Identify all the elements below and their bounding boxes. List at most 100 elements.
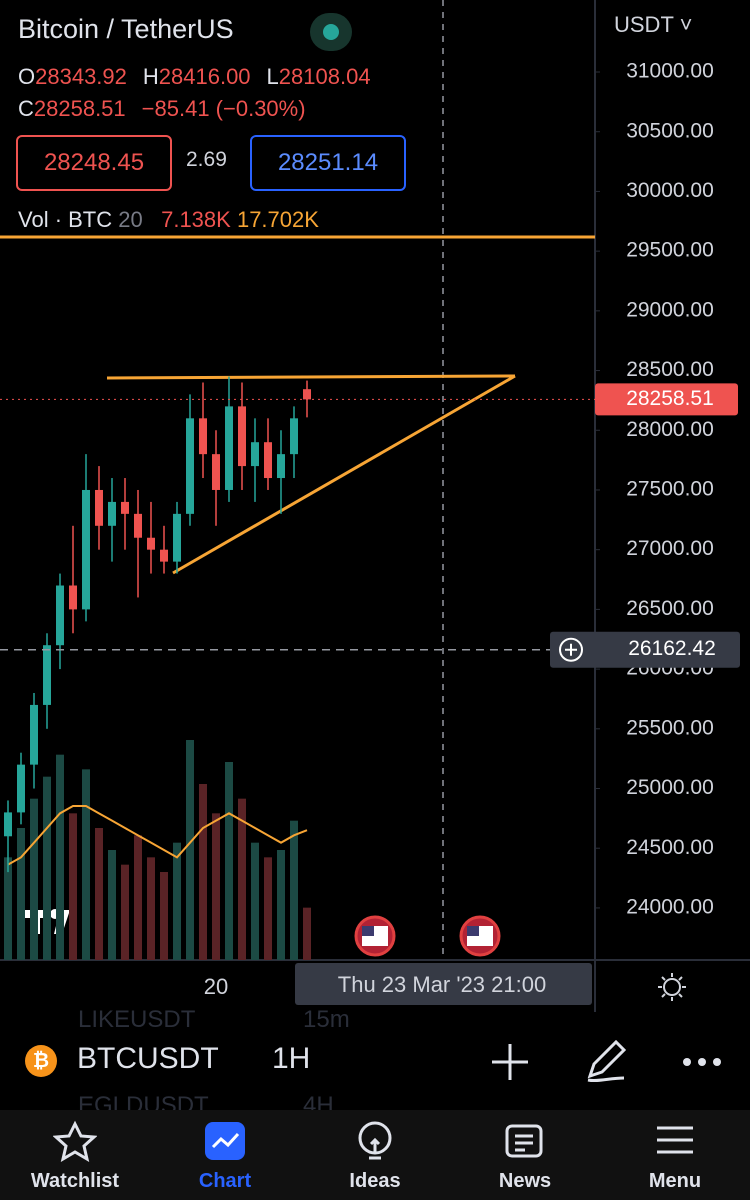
candle-body <box>186 418 194 514</box>
crosshair-plus-icon <box>565 643 577 656</box>
volume-bar <box>4 857 12 960</box>
volume-bar <box>264 857 272 960</box>
nav-label: News <box>498 1170 552 1192</box>
candle-body <box>160 549 168 562</box>
crosshair-time: Thu 23 Mar '23 21:00 <box>338 972 546 997</box>
symbol[interactable]: BTCUSDT <box>77 1042 219 1075</box>
nav-icon <box>53 1120 97 1162</box>
y-tick-label: 30000.00 <box>626 179 714 202</box>
settings-icon[interactable] <box>658 973 686 1001</box>
y-tick-label: 25500.00 <box>626 716 714 739</box>
last-price-box <box>595 383 738 416</box>
interval[interactable]: 1H <box>272 1042 311 1075</box>
nav-icon <box>505 1124 543 1158</box>
volume-bar <box>121 864 129 960</box>
volume-bar <box>160 872 168 960</box>
volume-label: Vol · BTC <box>18 207 113 232</box>
symbol-bar: LIKEUSDT 15m EGLDUSDT 4H ₿ BTCUSDT 1H <box>0 1006 750 1119</box>
market-status[interactable] <box>310 13 352 51</box>
volume-legend: Vol · BTC 20 7.138K 17.702K <box>18 207 319 233</box>
volume-bar <box>30 798 38 960</box>
volume-bar <box>212 813 220 960</box>
candle-body <box>108 501 116 526</box>
candle-body <box>121 501 129 514</box>
crosshair-time-box <box>295 963 592 1005</box>
volume-ma-line <box>7 805 308 866</box>
change: −85.41 (−0.30%) <box>141 96 306 121</box>
candle-body <box>30 704 38 765</box>
more-icon[interactable] <box>683 1058 721 1066</box>
toolbar-icons <box>492 1040 721 1083</box>
ohlc-value: 28343.92 <box>35 64 127 89</box>
nav-icon <box>657 1126 693 1154</box>
nav-item[interactable]: Menu <box>600 1120 750 1193</box>
draw-icon[interactable] <box>587 1040 627 1083</box>
y-tick-label: 25000.00 <box>626 776 714 799</box>
ohlc-legend: O28343.92 H28416.00 L28108.04 C28258.51 −85.… <box>18 61 488 125</box>
volume-value: 7.138K <box>161 207 231 232</box>
y-tick-label: 28500.00 <box>626 358 714 381</box>
candle-body <box>56 585 64 646</box>
coin-icon: ₿ <box>25 1045 57 1077</box>
chart: Thu 23 Mar '23 21:00 31000.00 30500.00 300… <box>0 0 750 1012</box>
flag-icon[interactable] <box>459 915 501 957</box>
nav-item[interactable]: News <box>450 1120 600 1193</box>
volume-bar <box>225 762 233 960</box>
volume-bar <box>17 828 25 960</box>
candle-body <box>251 442 259 467</box>
candle-body <box>173 513 181 562</box>
symbol-title: Bitcoin / TetherUS <box>18 14 234 44</box>
nav-icon <box>205 1122 245 1160</box>
last-price-label: 28258.51 <box>626 387 714 410</box>
buy-button[interactable]: 28251.14 <box>250 135 406 191</box>
candle-body <box>82 489 90 610</box>
currency: USDT <box>614 12 674 37</box>
candle-body <box>134 513 142 538</box>
nav-label: Menu <box>648 1170 702 1192</box>
triangle-top-line[interactable] <box>106 374 516 380</box>
candle-body <box>4 812 12 837</box>
ohlc-key: C <box>18 96 34 121</box>
candle-body <box>225 406 233 490</box>
crosshair-plus-icon[interactable] <box>559 637 583 662</box>
currency-selector[interactable]: USDT ˅ <box>614 12 693 37</box>
ohlc-value: 28258.51 <box>33 96 126 121</box>
candle-body <box>238 406 246 467</box>
volume-bar <box>199 784 207 960</box>
volume-bar <box>95 828 103 960</box>
volume-bar <box>238 798 246 960</box>
flag-icon[interactable] <box>354 915 396 957</box>
y-tick-label: 27500.00 <box>626 478 714 501</box>
volume-bar <box>303 907 311 960</box>
y-tick-label: 24500.00 <box>626 836 714 859</box>
nav-icon <box>358 1121 392 1160</box>
volume-bar <box>290 820 298 960</box>
sell-button[interactable]: 28248.45 <box>16 135 172 191</box>
ohlc-key: O <box>18 64 36 89</box>
y-tick-label: 29000.00 <box>626 298 714 321</box>
y-tick-label: 29500.00 <box>626 239 714 262</box>
nav-item[interactable]: Chart <box>150 1120 300 1193</box>
candle-body <box>290 418 298 455</box>
nav-item[interactable]: Ideas <box>300 1120 450 1193</box>
add-icon[interactable] <box>492 1044 528 1080</box>
y-tick-label: 24000.00 <box>626 895 714 918</box>
y-tick-label: 31000.00 <box>626 60 714 83</box>
volume-length: 20 <box>118 207 143 232</box>
crosshair-price-box <box>550 631 740 668</box>
volume-bar <box>108 850 116 960</box>
volume-bar <box>56 754 64 960</box>
ohlc-key: L <box>266 64 279 89</box>
nav-bar: Watchlist Chart Ideas News Menu <box>0 1110 750 1200</box>
candle-body <box>17 764 25 813</box>
candle-body <box>264 442 272 479</box>
y-tick-label: 26500.00 <box>626 597 714 620</box>
volume-bar <box>134 835 142 960</box>
ghost-text: 15m <box>303 1006 350 1033</box>
nav-item[interactable]: Watchlist <box>0 1120 150 1193</box>
triangle-bottom-line[interactable] <box>172 374 516 575</box>
y-tick-label: 28000.00 <box>626 418 714 441</box>
y-tick-label: 30500.00 <box>626 119 714 142</box>
candle-body <box>212 454 220 490</box>
candle-body <box>69 585 77 610</box>
